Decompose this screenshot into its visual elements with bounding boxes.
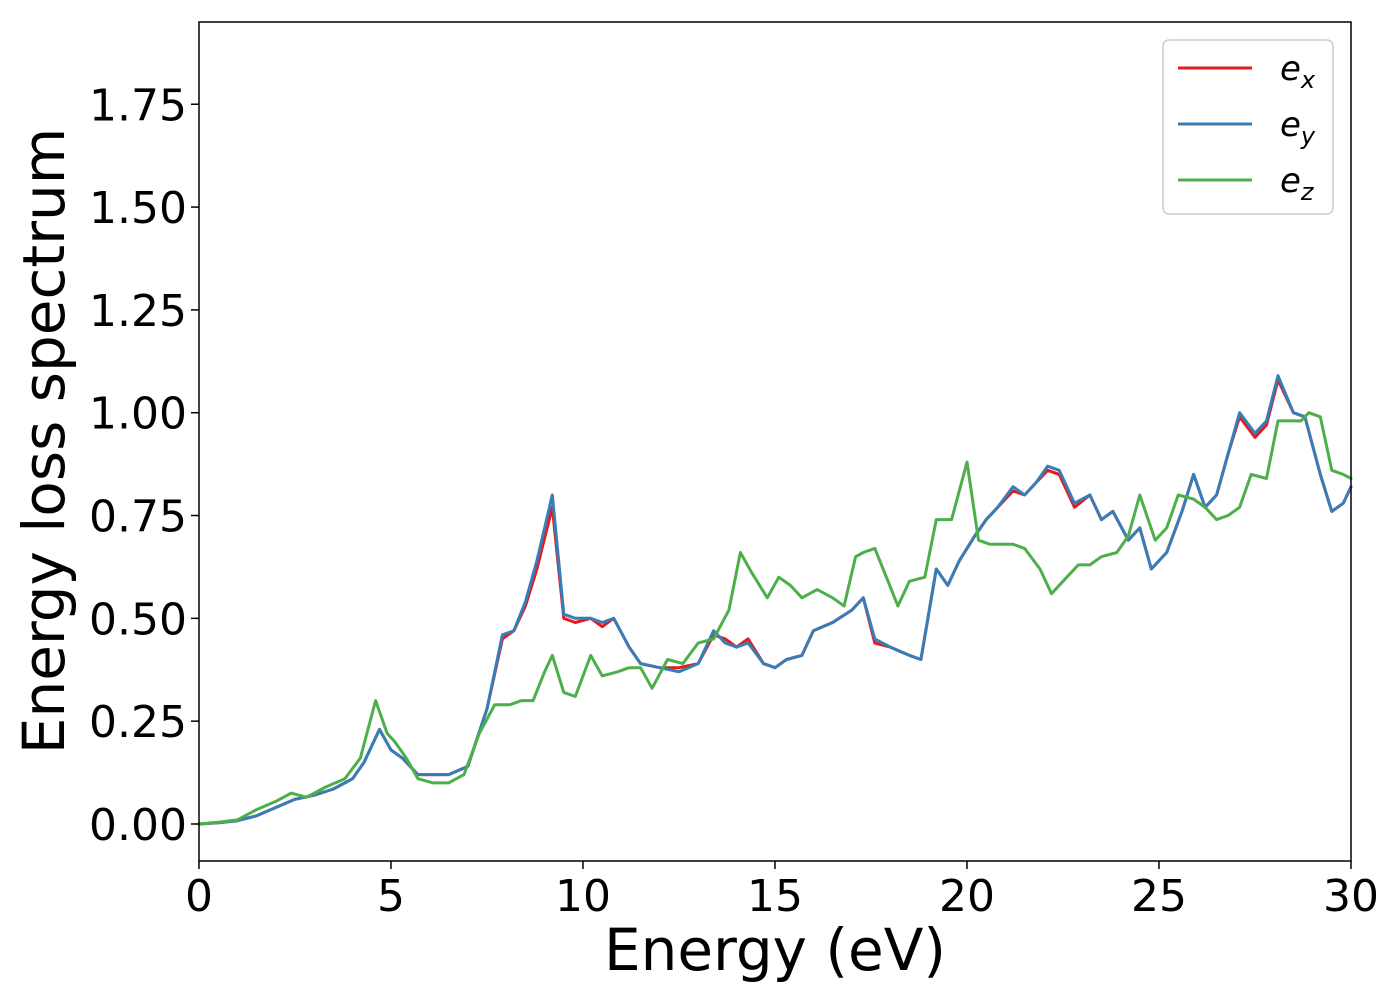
legend-label-y: ey: [1280, 105, 1316, 150]
legend: ex ey ez: [1162, 39, 1334, 215]
x-tick-label: 15: [747, 871, 803, 922]
legend-label-x: ex: [1280, 49, 1316, 94]
y-tick-label: 1.25: [89, 286, 187, 337]
y-tick-label: 0.50: [89, 594, 187, 645]
series-layer: [197, 374, 1353, 826]
y-axis-label: Energy loss spectrum: [10, 128, 78, 754]
y-tick-label: 1.75: [89, 80, 187, 131]
y-tick-label: 1.00: [89, 389, 187, 440]
y-axis: 0.00 0.25 0.50 0.75 1.00 1.25 1.50 1.75: [89, 80, 199, 851]
legend-box: [1162, 39, 1334, 215]
series-line-e-y: [197, 374, 1353, 826]
series-line-e-z: [197, 411, 1353, 826]
plot-background: [199, 22, 1351, 861]
y-tick-label: 0.25: [89, 697, 187, 748]
y-tick-label: 0.00: [89, 800, 187, 851]
x-tick-label: 5: [377, 871, 405, 922]
legend-label-z: ez: [1280, 161, 1315, 206]
x-tick-label: 25: [1131, 871, 1187, 922]
y-tick-label: 1.50: [89, 183, 187, 234]
x-tick-label: 20: [939, 871, 995, 922]
x-tick-label: 10: [555, 871, 611, 922]
x-tick-label: 0: [185, 871, 213, 922]
x-tick-label: 30: [1323, 871, 1379, 922]
x-axis: 0 5 10 15 20 25 30: [185, 861, 1379, 922]
y-tick-label: 0.75: [89, 492, 187, 543]
x-axis-label: Energy (eV): [604, 916, 946, 984]
